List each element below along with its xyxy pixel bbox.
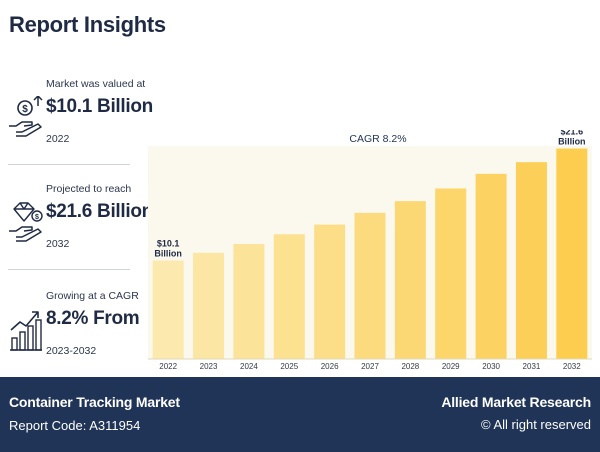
x-tick-label: 2028 [401, 362, 419, 371]
stat-label: Projected to reach [46, 183, 132, 195]
brand-name: Allied Market Research [441, 394, 591, 410]
bar [515, 162, 547, 359]
stat-projected-value: $ Projected to reach $21.6 Billion 2032 [8, 183, 153, 283]
stat-year: 2023-2032 [46, 345, 97, 357]
bar [435, 188, 467, 359]
x-tick-label: 2030 [482, 362, 500, 371]
chart-title: CAGR 8.2% [349, 133, 406, 145]
page-title: Report Insights [9, 12, 166, 37]
stat-value: $10.1 Billion [46, 96, 153, 117]
bar [354, 212, 386, 359]
bar [152, 260, 184, 359]
stat-value: $21.6 Billion [46, 201, 153, 222]
market-name: Container Tracking Market [9, 394, 180, 410]
data-label: $10.1 [157, 239, 180, 249]
svg-text:$: $ [22, 104, 28, 115]
money-hand-icon: $ [8, 94, 44, 140]
stat-year: 2022 [46, 133, 70, 145]
stat-year: 2032 [46, 238, 70, 250]
x-tick-label: 2022 [159, 362, 177, 371]
stat-label: Growing at a CAGR [46, 290, 139, 302]
bar [193, 252, 225, 359]
x-tick-label: 2025 [280, 362, 298, 371]
bar [314, 224, 346, 359]
data-label: Billion [154, 249, 182, 259]
bar [475, 173, 507, 359]
data-label: $21.6 [561, 130, 584, 137]
x-tick-label: 2024 [240, 362, 258, 371]
stat-label: Market was valued at [46, 78, 146, 90]
stat-market-value: $ Market was valued at $10.1 Billion 202… [8, 78, 153, 178]
bar [394, 201, 426, 359]
data-label: Billion [558, 137, 586, 147]
bar [273, 234, 305, 359]
bar-chart: CAGR 8.2% 2022 2023 2024 2025 2026 2027 2028 202… [130, 127, 600, 375]
x-tick-label: 2029 [442, 362, 460, 371]
bar [556, 148, 588, 359]
growth-chart-icon [8, 308, 44, 352]
divider [8, 164, 130, 165]
x-tick-label: 2032 [563, 362, 581, 371]
copyright-text: © All right reserved [480, 417, 591, 432]
svg-text:$: $ [35, 214, 39, 221]
x-tick-label: 2026 [321, 362, 339, 371]
x-tick-label: 2031 [523, 362, 541, 371]
x-tick-label: 2027 [361, 362, 379, 371]
divider [8, 269, 130, 270]
stat-value: 8.2% From [46, 308, 140, 329]
report-code: Report Code: A311954 [9, 418, 141, 433]
bar [233, 244, 265, 359]
diamond-hand-icon: $ [8, 201, 44, 245]
chart-canvas: CAGR 8.2% 2022 2023 2024 2025 2026 2027 2028 202… [148, 127, 592, 371]
x-tick-label: 2023 [200, 362, 218, 371]
stat-cagr: Growing at a CAGR 8.2% From 2023-2032 [8, 290, 140, 390]
footer-banner: Container Tracking Market Report Code: A… [0, 377, 600, 452]
